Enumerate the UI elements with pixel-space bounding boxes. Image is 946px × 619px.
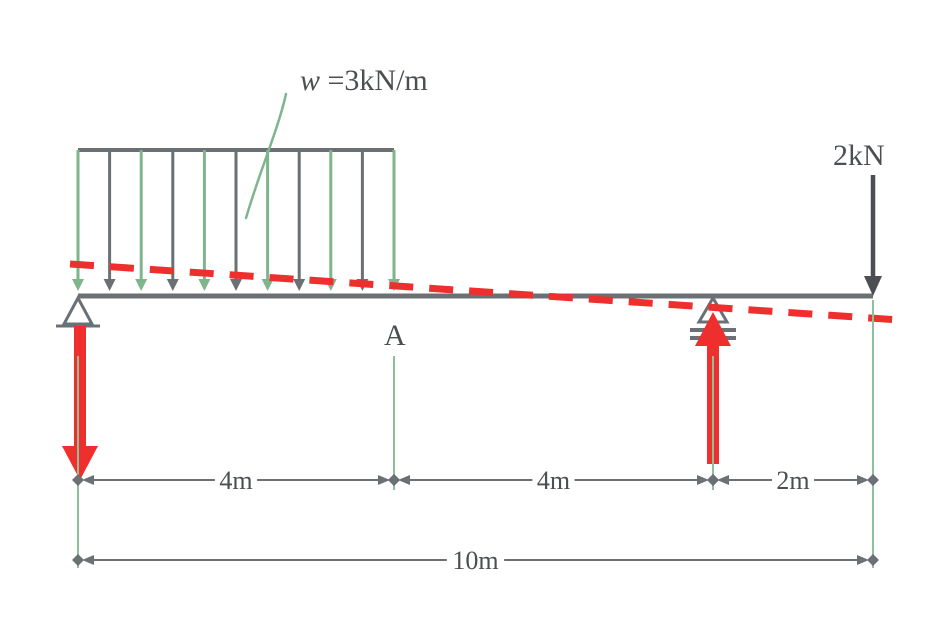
dimension-label: 4m [219,466,252,495]
beam-diagram: w =3kN/m w =3kN/m 2kN A 4m4m2m 1 [0,0,946,619]
dimension-label: 2m [776,466,809,495]
deformed-shape-line [70,264,900,320]
dimension-label: 10m [452,546,498,575]
dimension-label: 4m [537,466,570,495]
point-a-label: A [384,319,406,352]
distributed-load-label: w =3kN/m [300,64,428,97]
left-pin-support [56,298,100,326]
point-load-2kn: 2kN [833,139,885,296]
left-reaction-arrow [62,326,98,480]
point-load-label: 2kN [833,139,885,172]
load-label-leader [246,94,286,218]
dimension-extension-lines [78,300,873,568]
dimension-row-upper: 4m 4m 2m [72,466,879,495]
dimension-row-lower: 10m [72,546,879,575]
